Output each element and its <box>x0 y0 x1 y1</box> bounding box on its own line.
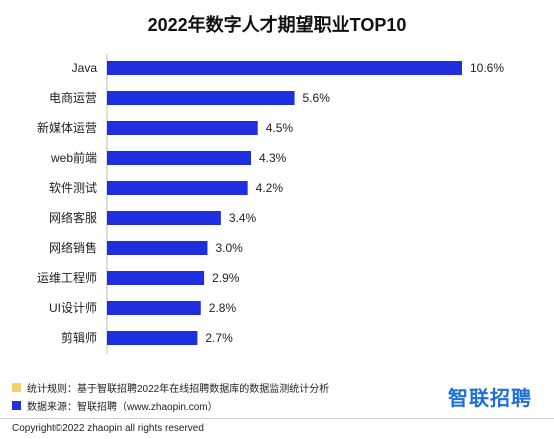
category-label-5: 网络客服 <box>49 210 97 225</box>
value-label-5: 3.4% <box>229 211 257 225</box>
legend-rule-swatch <box>12 383 21 392</box>
bar-1 <box>107 91 295 105</box>
bar-7 <box>107 271 205 285</box>
brand-logo: 智联招聘 <box>448 388 532 410</box>
legend-source: 数据来源：智联招聘（www.zhaopin.com） <box>12 398 218 413</box>
bar-8 <box>107 301 201 315</box>
value-label-4: 4.2% <box>256 181 284 195</box>
copyright-text: Copyright©2022 zhaopin all rights reserv… <box>12 423 204 434</box>
value-label-6: 3.0% <box>215 241 243 255</box>
bar-5 <box>107 211 221 225</box>
value-label-8: 2.8% <box>209 301 237 315</box>
category-label-8: UI设计师 <box>49 301 97 315</box>
chart-title: 2022年数字人才期望职业TOP10 <box>147 15 407 35</box>
category-label-6: 网络销售 <box>49 240 97 255</box>
legend-source-swatch <box>12 401 21 410</box>
value-label-9: 2.7% <box>205 331 233 345</box>
category-label-9: 剪辑师 <box>61 330 97 345</box>
value-label-2: 4.5% <box>266 121 294 135</box>
bar-0 <box>107 61 462 75</box>
legend-rule: 统计规则：基于智联招聘2022年在线招聘数据库的数据监测统计分析 <box>12 380 329 395</box>
category-label-0: Java <box>72 61 98 75</box>
category-label-4: 软件测试 <box>49 180 97 195</box>
legend-source-label: 数据来源：智联招聘（www.zhaopin.com） <box>27 402 218 413</box>
bar-3 <box>107 151 252 165</box>
category-label-2: 新媒体运营 <box>37 120 97 135</box>
bar-2 <box>107 121 258 135</box>
value-label-1: 5.6% <box>303 91 331 105</box>
bar-4 <box>107 181 248 195</box>
category-label-7: 运维工程师 <box>37 270 97 285</box>
bar-chart: Java 10.6% 电商运营 5.6% 新媒体运营 4.5% web前端 4.3% 软件测试 4… <box>37 54 504 354</box>
value-label-7: 2.9% <box>212 271 240 285</box>
value-label-3: 4.3% <box>259 151 287 165</box>
legend-rule-label: 统计规则：基于智联招聘2022年在线招聘数据库的数据监测统计分析 <box>27 384 330 395</box>
category-label-1: 电商运营 <box>49 90 97 105</box>
bar-6 <box>107 241 208 255</box>
footer-divider <box>0 418 554 419</box>
value-label-0: 10.6% <box>470 61 504 75</box>
category-label-3: web前端 <box>50 150 97 165</box>
bar-9 <box>107 331 198 345</box>
